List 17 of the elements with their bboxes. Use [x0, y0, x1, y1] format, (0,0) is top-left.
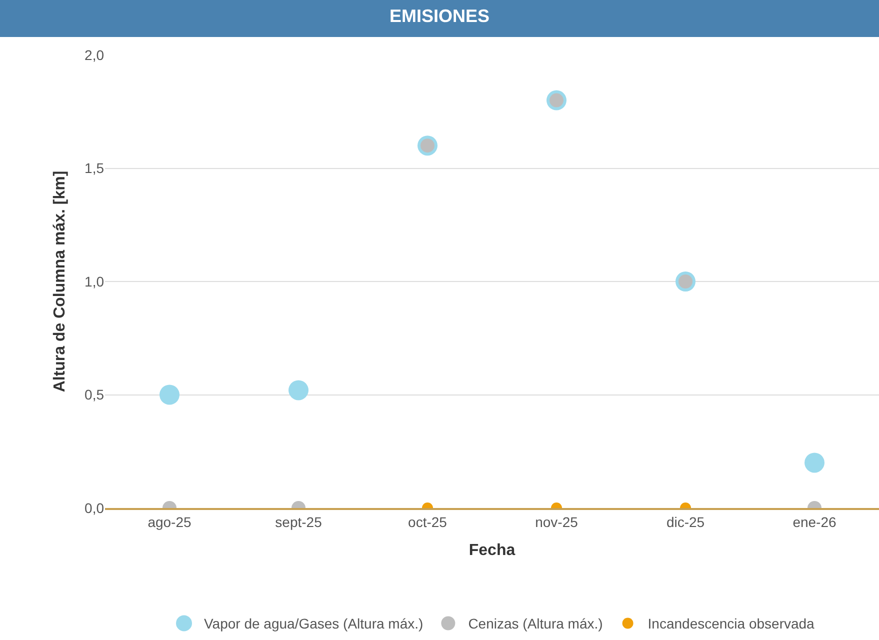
legend-label: Incandescencia observada	[648, 616, 815, 632]
x-tick-label: dic-25	[666, 514, 705, 530]
y-tick-label: 1,5	[84, 160, 104, 176]
x-tick-label: oct-25	[408, 514, 448, 530]
x-tick-label: ene-26	[792, 514, 837, 530]
x-tick-label: nov-25	[535, 514, 578, 530]
x-tick-label: ago-25	[148, 514, 192, 530]
y-tick-label: 2,0	[84, 46, 104, 63]
y-axis-title: Altura de Columna máx. [km]	[51, 170, 68, 392]
y-tick-label: 0,0	[84, 500, 104, 516]
chart-title: EMISIONES	[389, 6, 490, 26]
y-tick-label: 0,5	[84, 386, 104, 403]
legend-label: Vapor de agua/Gases (Altura máx.)	[204, 616, 424, 632]
x-tick-label: sept-25	[275, 514, 322, 530]
legend-label: Cenizas (Altura máx.)	[468, 616, 603, 632]
y-tick-label: 1,0	[84, 273, 104, 290]
x-axis-title: Fecha	[468, 542, 516, 559]
